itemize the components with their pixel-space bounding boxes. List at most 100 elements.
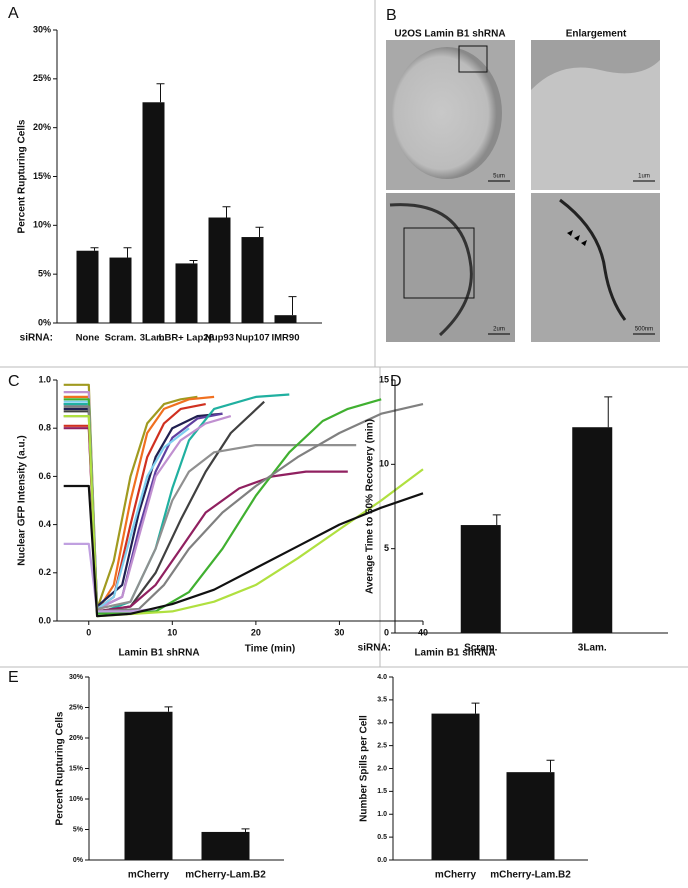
y-tick-label: 2.5 bbox=[377, 742, 387, 749]
arrowheads bbox=[567, 230, 587, 246]
bar bbox=[175, 263, 198, 323]
x-tick-label: 20 bbox=[251, 627, 261, 637]
x-tick-label: mCherry-Lam.B2 bbox=[185, 870, 266, 881]
x-tick-label: 3Lam. bbox=[578, 643, 607, 654]
error-bar bbox=[189, 259, 198, 264]
error-bar bbox=[604, 396, 613, 428]
column-title: Enlargement bbox=[566, 29, 627, 40]
bar bbox=[274, 315, 297, 323]
error-bar bbox=[546, 759, 555, 773]
y-tick-label: 10% bbox=[69, 796, 84, 803]
chart-title: Lamin B1 shRNA bbox=[118, 648, 199, 659]
panel-label: E bbox=[8, 669, 19, 686]
y-axis-label: Nuclear GFP Intensity (a.u.) bbox=[17, 435, 28, 565]
membrane bbox=[559, 198, 627, 321]
error-bar bbox=[288, 296, 297, 316]
x-tick-label: 3Lam. bbox=[140, 333, 167, 344]
error-bar bbox=[156, 83, 165, 103]
inset-box bbox=[458, 45, 488, 73]
bar bbox=[431, 713, 480, 860]
y-tick-label: 0% bbox=[38, 317, 51, 327]
curve bbox=[63, 403, 206, 611]
curve bbox=[63, 484, 424, 618]
scale-bar-label: 5um bbox=[493, 174, 505, 180]
nucleus bbox=[392, 47, 502, 179]
y-tick-label: 0.4 bbox=[38, 519, 51, 529]
bar bbox=[142, 102, 165, 323]
x-tick-label: Nup93 bbox=[205, 333, 234, 344]
y-tick-label: 3.0 bbox=[377, 720, 387, 727]
x-tick-label: LBR+ Lap2β bbox=[159, 333, 215, 344]
error-bar bbox=[471, 702, 480, 714]
x-tick-label: Scram. bbox=[464, 643, 498, 654]
x-tick-label: 30 bbox=[334, 627, 344, 637]
y-tick-label: 25% bbox=[69, 704, 84, 711]
y-axis-label: Number Spills per Cell bbox=[359, 715, 370, 822]
bar bbox=[460, 525, 501, 633]
curve bbox=[63, 415, 424, 618]
panel-label: A bbox=[8, 5, 19, 22]
bar bbox=[109, 257, 132, 323]
x-prefix: siRNA: bbox=[358, 643, 391, 654]
panel-label: C bbox=[8, 373, 20, 390]
y-tick-label: 15% bbox=[33, 171, 51, 181]
y-axis-label: Percent Rupturing Cells bbox=[55, 711, 66, 825]
y-tick-label: 3.5 bbox=[377, 697, 387, 704]
y-tick-label: 15 bbox=[379, 374, 389, 384]
y-tick-label: 0.6 bbox=[38, 471, 51, 481]
x-prefix: siRNA: bbox=[20, 333, 53, 344]
bar bbox=[124, 711, 173, 860]
micrograph bbox=[531, 193, 660, 342]
x-tick-label: 10 bbox=[167, 627, 177, 637]
x-tick-label: Scram. bbox=[105, 333, 137, 344]
x-axis-label: Time (min) bbox=[245, 644, 295, 655]
column-title: U2OS Lamin B1 shRNA bbox=[394, 29, 505, 40]
error-bar bbox=[164, 706, 173, 712]
chart-title: Lamin B1 shRNA bbox=[414, 648, 495, 659]
error-bar bbox=[492, 514, 501, 526]
y-tick-label: 10 bbox=[379, 459, 389, 469]
y-axis-label: Percent Rupturing Cells bbox=[17, 119, 28, 233]
y-tick-label: 1.5 bbox=[377, 788, 387, 795]
y-tick-label: 10% bbox=[33, 220, 51, 230]
y-tick-label: 25% bbox=[33, 73, 51, 83]
x-tick-label: mCherry bbox=[128, 870, 170, 881]
y-tick-label: 1.0 bbox=[38, 374, 51, 384]
inset-box bbox=[403, 227, 475, 299]
error-bar bbox=[241, 828, 250, 832]
y-tick-label: 30% bbox=[33, 24, 51, 34]
panel-label: D bbox=[390, 373, 402, 390]
y-tick-label: 0.8 bbox=[38, 423, 51, 433]
bar bbox=[241, 237, 264, 323]
y-tick-label: 4.0 bbox=[377, 674, 387, 681]
y-tick-label: 0.0 bbox=[38, 615, 51, 625]
x-tick-label: mCherry-Lam.B2 bbox=[490, 870, 571, 881]
y-tick-label: 0.0 bbox=[377, 857, 387, 864]
y-tick-label: 30% bbox=[69, 674, 84, 681]
y-tick-label: 20% bbox=[69, 735, 84, 742]
micrograph bbox=[386, 193, 515, 342]
scale-bar-label: 1um bbox=[638, 174, 650, 180]
y-tick-label: 0.5 bbox=[377, 834, 387, 841]
error-bar bbox=[90, 247, 99, 251]
y-tick-label: 1.0 bbox=[377, 811, 387, 818]
x-tick-label: mCherry bbox=[435, 870, 477, 881]
x-tick-label: IMR90 bbox=[272, 333, 300, 344]
x-tick-label: Nup107 bbox=[235, 333, 269, 344]
bar bbox=[506, 772, 555, 860]
y-tick-label: 20% bbox=[33, 122, 51, 132]
error-bar bbox=[123, 247, 132, 258]
membrane bbox=[389, 203, 473, 337]
y-tick-label: 5% bbox=[73, 826, 84, 833]
y-tick-label: 5 bbox=[384, 543, 389, 553]
y-tick-label: 0 bbox=[384, 627, 389, 637]
y-axis-label: Average Time to 50% Recovery (min) bbox=[365, 419, 376, 594]
scale-bar-label: 500nm bbox=[635, 327, 653, 333]
panel-label: B bbox=[386, 7, 397, 24]
scale-bar-label: 2um bbox=[493, 327, 505, 333]
bar bbox=[572, 427, 613, 633]
y-tick-label: 5% bbox=[38, 269, 51, 279]
texture bbox=[531, 40, 660, 90]
y-tick-label: 0.2 bbox=[38, 567, 51, 577]
